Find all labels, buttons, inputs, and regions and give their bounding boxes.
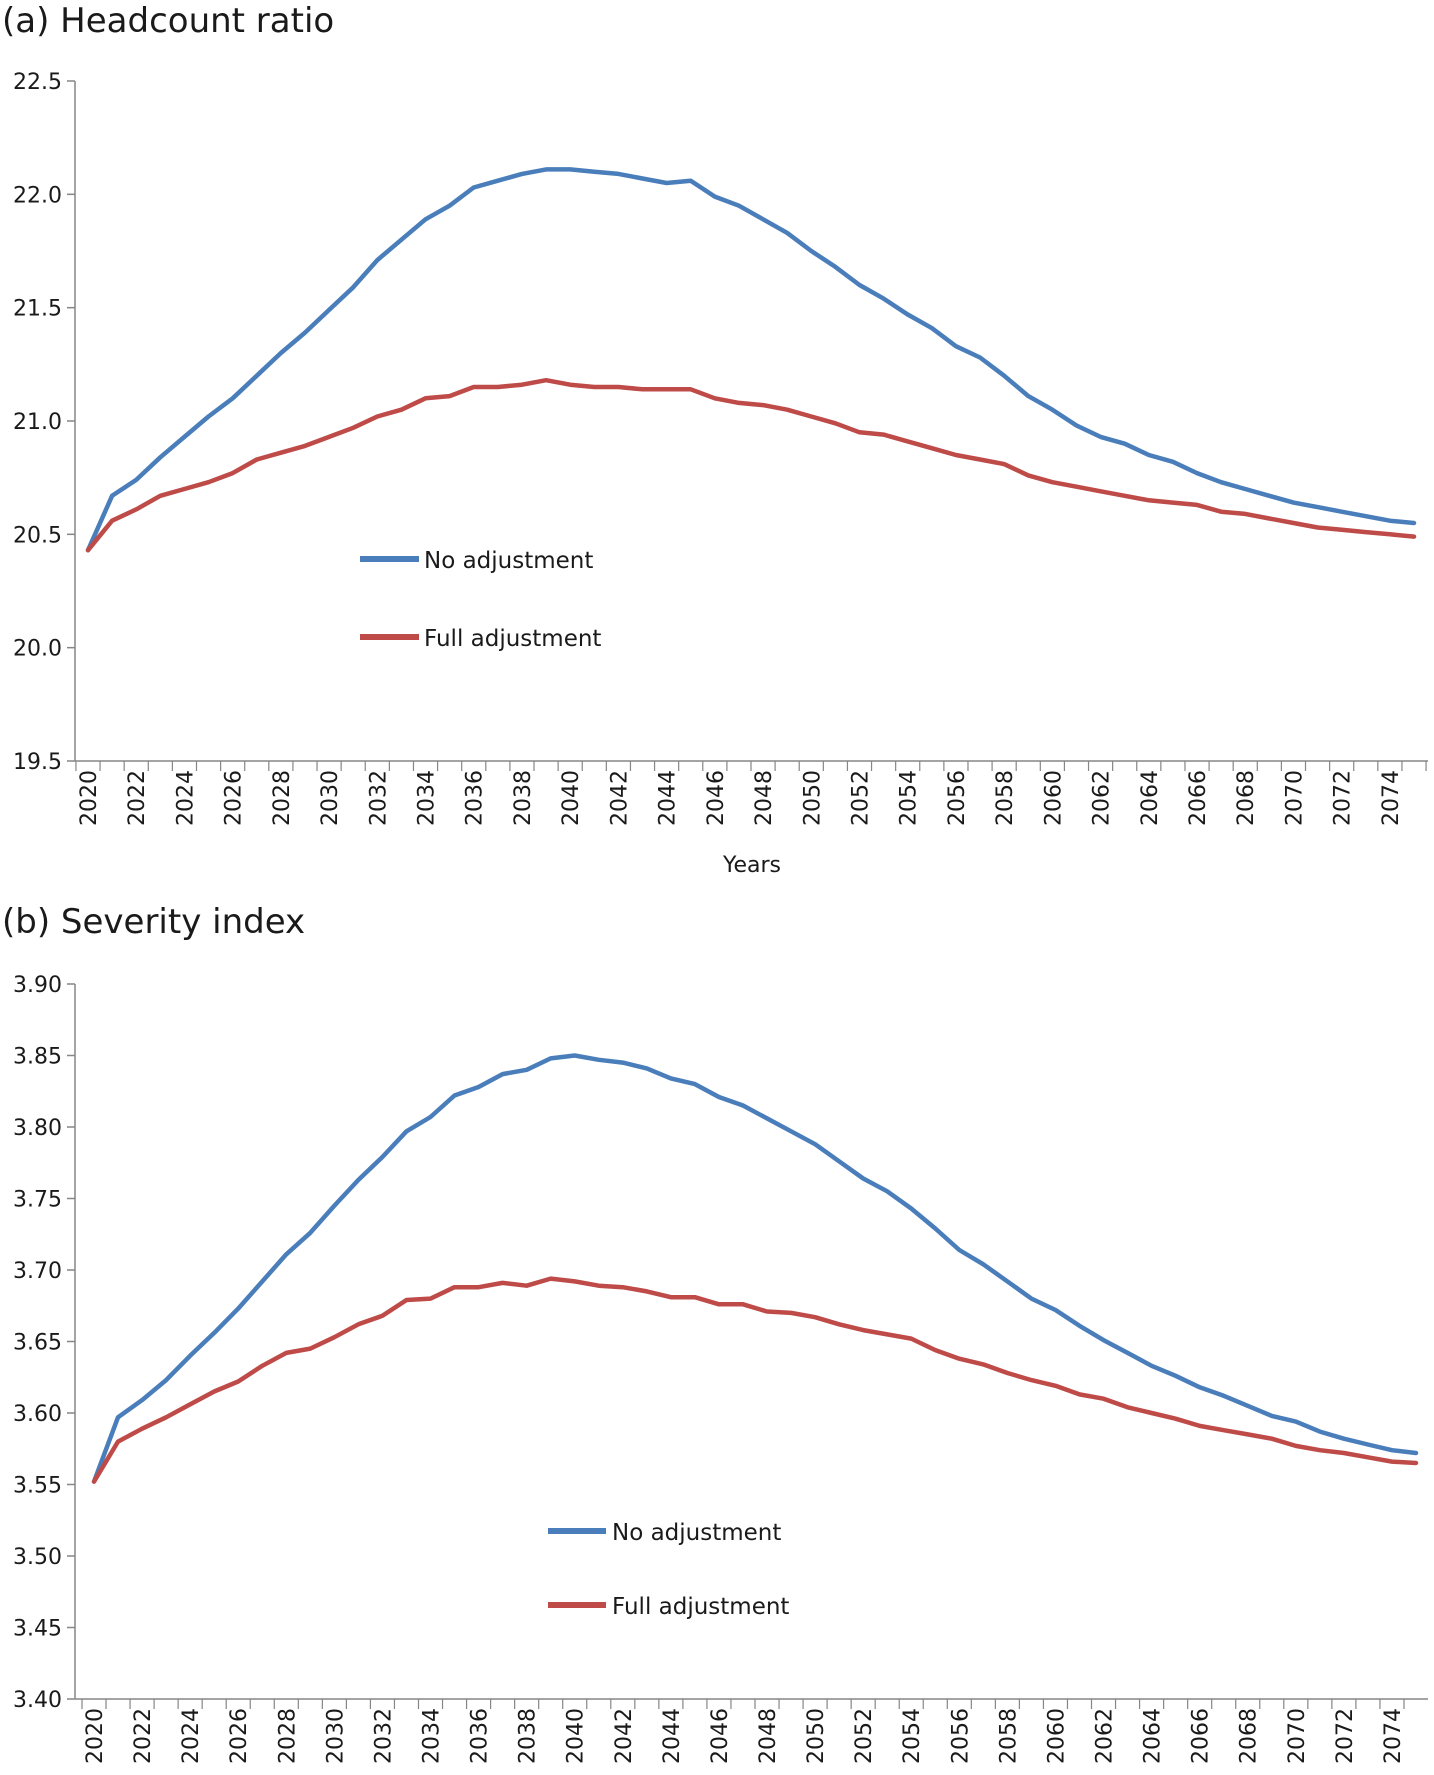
- y-tick-label: 3.50: [13, 1545, 62, 1570]
- y-tick-label: 3.85: [13, 1045, 62, 1070]
- x-tick-label: 2044: [660, 1708, 685, 1764]
- x-tick-label: 2040: [559, 770, 584, 826]
- y-tick-label: 3.65: [13, 1331, 62, 1356]
- headcount-ratio-chart: (a) Headcount ratio 19.5 20.0 20.5 21.0 21.5…: [2, 1, 1428, 878]
- y-tick-label: 19.5: [13, 750, 62, 775]
- y-tick-label: 20.0: [13, 637, 62, 662]
- y-tick-label: 21.5: [13, 297, 62, 322]
- y-axis-ticks: 19.5 20.0 20.5 21.0 21.5 22.0 22.5: [13, 70, 62, 775]
- y-tick-label: 3.55: [13, 1474, 62, 1499]
- series-line-no-adjustment: [91, 1053, 1419, 1484]
- y-tick-label: 3.75: [13, 1188, 62, 1213]
- x-tick-label: 2064: [1138, 770, 1163, 826]
- series-line-full-adjustment: [91, 1276, 1419, 1484]
- x-tick-label: 2050: [800, 770, 825, 826]
- x-tick-label: 2054: [900, 1708, 925, 1764]
- severity-index-chart: (b) Severity index 3.403.453.503.553.603…: [2, 902, 1428, 1764]
- x-tick-label: 2046: [708, 1708, 733, 1764]
- x-tick-label: 2056: [948, 1708, 973, 1764]
- y-tick-label: 3.60: [13, 1402, 62, 1427]
- x-tick-label: 2028: [275, 1708, 300, 1764]
- x-tick-label: 2020: [83, 1708, 108, 1764]
- x-tick-label: 2038: [511, 770, 536, 826]
- y-tick-label: 22.5: [13, 70, 62, 95]
- x-axis-ticks: 2020 2022 2024 2026 2028 2030 2032 2034 2036 2038…: [83, 1708, 1406, 1764]
- x-tick-label: 2046: [704, 770, 729, 826]
- x-tick-label: 2034: [420, 1708, 445, 1764]
- x-tick-label: 2054: [897, 770, 922, 826]
- x-tick-label: 2022: [131, 1708, 156, 1764]
- x-tick-label: 2068: [1237, 1708, 1262, 1764]
- x-tick-label: 2024: [173, 770, 198, 826]
- y-tick-label: 3.70: [13, 1259, 62, 1284]
- x-tick-label: 2058: [993, 770, 1018, 826]
- series-line-full-adjustment: [85, 377, 1417, 553]
- x-tick-label: 2070: [1285, 1708, 1310, 1764]
- x-tick-label: 2042: [607, 770, 632, 826]
- x-tick-label: 2026: [227, 1708, 252, 1764]
- y-tick-label: 21.0: [13, 410, 62, 435]
- x-tick-label: 2036: [468, 1708, 493, 1764]
- x-tick-label: 2022: [125, 770, 150, 826]
- x-tick-label: 2038: [516, 1708, 541, 1764]
- y-tick-label: 3.80: [13, 1116, 62, 1141]
- x-tick-label: 2070: [1282, 770, 1307, 826]
- axes: [67, 80, 1428, 771]
- x-tick-label: 2066: [1189, 1708, 1214, 1764]
- legend: No adjustment Full adjustment: [548, 1520, 789, 1620]
- x-tick-label: 2052: [852, 1708, 877, 1764]
- chart-title: (b) Severity index: [2, 902, 305, 942]
- x-tick-label: 2072: [1331, 770, 1356, 826]
- x-tick-label: 2044: [656, 770, 681, 826]
- x-tick-label: 2024: [179, 1708, 204, 1764]
- x-tick-label: 2032: [366, 770, 391, 826]
- x-tick-label: 2030: [318, 770, 343, 826]
- x-tick-label: 2026: [222, 770, 247, 826]
- legend: No adjustment Full adjustment: [360, 548, 601, 652]
- x-tick-label: 2028: [270, 770, 295, 826]
- x-tick-label: 2064: [1141, 1708, 1166, 1764]
- x-tick-label: 2036: [463, 770, 488, 826]
- y-tick-label: 22.0: [13, 183, 62, 208]
- y-tick-label: 3.90: [13, 973, 62, 998]
- x-tick-label: 2062: [1090, 770, 1115, 826]
- x-tick-label: 2042: [612, 1708, 637, 1764]
- x-tick-label: 2058: [996, 1708, 1021, 1764]
- chart-title: (a) Headcount ratio: [2, 1, 334, 41]
- axes: [67, 983, 1428, 1709]
- x-tick-label: 2056: [945, 770, 970, 826]
- x-tick-label: 2072: [1333, 1708, 1358, 1764]
- x-tick-label: 2060: [1041, 770, 1066, 826]
- y-tick-label: 20.5: [13, 523, 62, 548]
- x-axis-ticks: 2020 2022 2024 2026 2028 2030 2032 2034 2036 2038…: [77, 770, 1404, 826]
- series-line-no-adjustment: [85, 167, 1417, 553]
- x-tick-label: 2048: [752, 770, 777, 826]
- legend-label-full-adjustment: Full adjustment: [424, 626, 601, 652]
- x-tick-label: 2060: [1044, 1708, 1069, 1764]
- x-tick-label: 2020: [77, 770, 102, 826]
- x-tick-label: 2032: [371, 1708, 396, 1764]
- x-tick-label: 2048: [756, 1708, 781, 1764]
- y-tick-label: 3.40: [13, 1688, 62, 1713]
- series-lines: [91, 1053, 1419, 1484]
- x-tick-label: 2074: [1379, 770, 1404, 826]
- legend-label-no-adjustment: No adjustment: [612, 1520, 781, 1546]
- x-axis-title: Years: [722, 853, 781, 878]
- legend-label-full-adjustment: Full adjustment: [612, 1594, 789, 1620]
- x-tick-label: 2050: [804, 1708, 829, 1764]
- x-tick-label: 2066: [1186, 770, 1211, 826]
- y-tick-label: 3.45: [13, 1617, 62, 1642]
- y-axis-ticks: 3.40 3.45 3.50 3.55 3.60 3.65 3.70 3.75 3.80 3.85…: [13, 973, 62, 1713]
- x-tick-label: 2030: [323, 1708, 348, 1764]
- x-tick-label: 2040: [564, 1708, 589, 1764]
- x-tick-label: 2062: [1093, 1708, 1118, 1764]
- series-lines: [85, 167, 1417, 553]
- x-tick-label: 2068: [1234, 770, 1259, 826]
- x-tick-label: 2052: [848, 770, 873, 826]
- x-tick-label: 2034: [415, 770, 440, 826]
- x-tick-label: 2074: [1381, 1708, 1406, 1764]
- legend-label-no-adjustment: No adjustment: [424, 548, 593, 574]
